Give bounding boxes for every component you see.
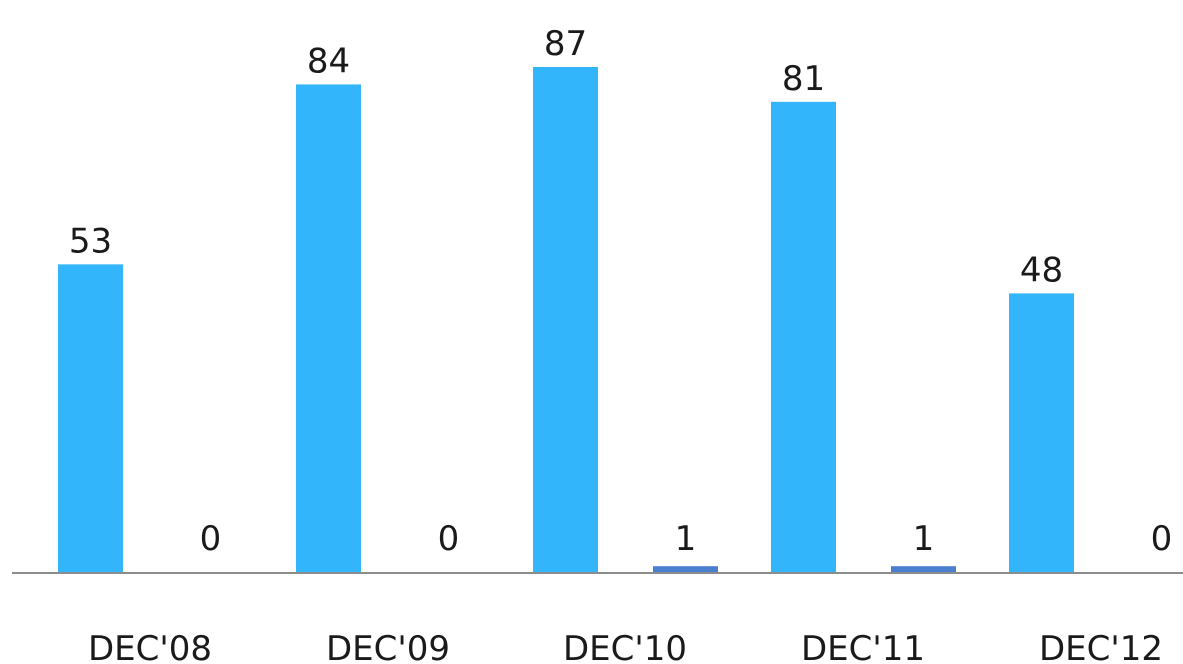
- data-label-1-4: 48: [1020, 250, 1063, 290]
- data-label-2-2: 1: [675, 519, 697, 559]
- data-label-1-1: 84: [307, 41, 350, 81]
- bar-1-4: [1009, 293, 1074, 572]
- data-label-1-0: 53: [69, 221, 112, 261]
- data-label-2-0: 0: [200, 519, 222, 559]
- data-label-2-3: 1: [913, 519, 935, 559]
- data-label-2-1: 0: [438, 519, 460, 559]
- category-label-3: DEC'11: [801, 629, 925, 664]
- category-label-1: DEC'09: [326, 629, 450, 664]
- bar-1-0: [58, 264, 123, 572]
- data-label-2-4: 0: [1151, 519, 1173, 559]
- category-label-4: DEC'12: [1039, 629, 1163, 664]
- data-label-1-2: 87: [544, 24, 587, 64]
- category-label-0: DEC'08: [88, 629, 212, 664]
- bar-1-1: [296, 84, 361, 573]
- bar-1-3: [771, 101, 836, 573]
- bar-2-3: [891, 566, 956, 572]
- bar-1-2: [533, 67, 598, 572]
- data-label-1-3: 81: [782, 59, 825, 99]
- bar-2-2: [653, 566, 718, 572]
- category-label-2: DEC'10: [563, 629, 687, 664]
